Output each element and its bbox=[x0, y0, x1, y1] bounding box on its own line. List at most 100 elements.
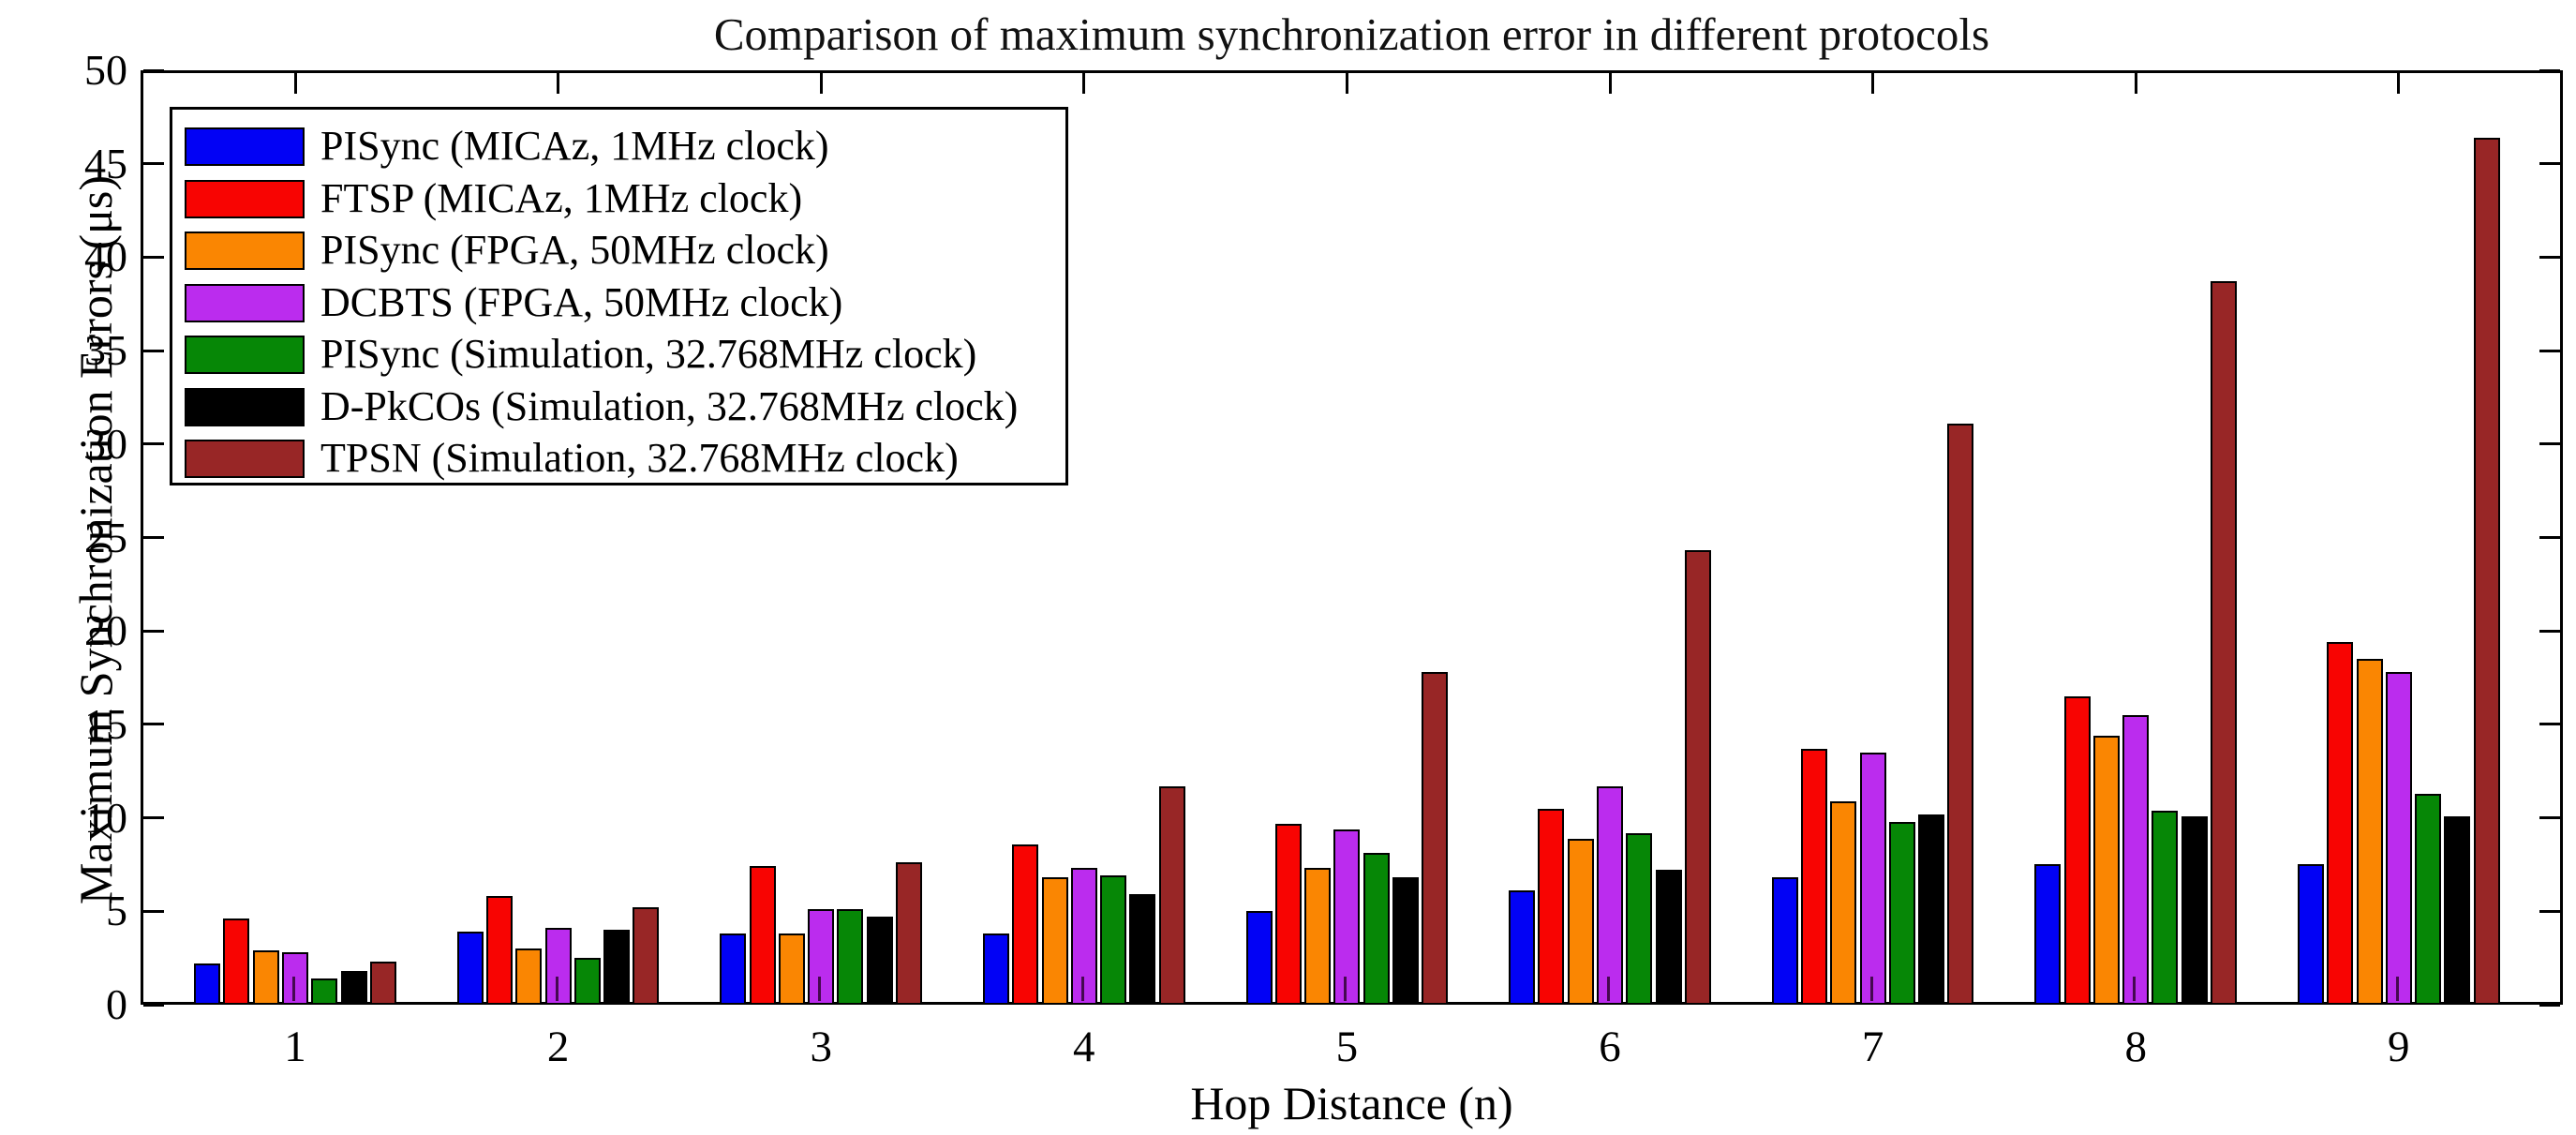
legend-label-dcbts-fpga: DCBTS (FPGA, 50MHz clock) bbox=[320, 278, 843, 325]
bar-inner-line bbox=[1607, 976, 1610, 1001]
x-tick-top bbox=[1345, 73, 1348, 94]
legend-swatch-pisync-sim bbox=[185, 336, 305, 374]
legend-label-dpkcos-sim: D-PkCOs (Simulation, 32.768MHz clock) bbox=[320, 382, 1019, 429]
bar-dpkcos-sim-hop2 bbox=[603, 930, 631, 1005]
bar-pisync-sim-hop1 bbox=[311, 978, 338, 1005]
y-tick-label: 25 bbox=[84, 513, 127, 561]
bar-pisync-micaz-hop6 bbox=[1509, 890, 1536, 1005]
y-tick-right bbox=[2539, 255, 2560, 259]
bar-dpkcos-sim-hop9 bbox=[2444, 815, 2471, 1005]
bar-pisync-micaz-hop3 bbox=[720, 933, 747, 1005]
x-tick-label: 2 bbox=[546, 1023, 570, 1071]
y-tick-left bbox=[143, 349, 164, 352]
bar-ftsp-micaz-hop1 bbox=[223, 918, 250, 1005]
bar-pisync-fpga-hop7 bbox=[1830, 800, 1857, 1005]
y-tick-label: 0 bbox=[106, 980, 127, 1028]
legend-row-ftsp-micaz: FTSP (MICAz, 1MHz clock) bbox=[172, 172, 1065, 225]
chart-title: Comparison of maximum synchronization er… bbox=[713, 8, 1990, 60]
bar-dpkcos-sim-hop8 bbox=[2181, 815, 2208, 1005]
bar-pisync-sim-hop2 bbox=[573, 958, 601, 1005]
bar-inner-line bbox=[292, 976, 295, 1001]
y-tick-left bbox=[143, 723, 164, 726]
bar-ftsp-micaz-hop4 bbox=[1012, 844, 1039, 1005]
legend-label-pisync-sim: PISync (Simulation, 32.768MHz clock) bbox=[320, 331, 977, 377]
legend-row-pisync-sim: PISync (Simulation, 32.768MHz clock) bbox=[172, 328, 1065, 381]
x-tick-top bbox=[557, 73, 560, 94]
legend-label-pisync-fpga: PISync (FPGA, 50MHz clock) bbox=[320, 227, 829, 273]
legend-label-tpsn-sim: TPSN (Simulation, 32.768MHz clock) bbox=[320, 435, 959, 481]
bar-pisync-micaz-hop9 bbox=[2297, 864, 2324, 1005]
bar-tpsn-sim-hop3 bbox=[896, 862, 923, 1005]
bar-tpsn-sim-hop1 bbox=[369, 962, 396, 1005]
bar-pisync-fpga-hop4 bbox=[1041, 877, 1068, 1005]
bar-dcbts-fpga-hop7 bbox=[1859, 752, 1886, 1005]
bar-pisync-fpga-hop2 bbox=[515, 948, 543, 1005]
x-tick-top bbox=[1082, 73, 1086, 94]
x-tick-top bbox=[1608, 73, 1612, 94]
bar-inner-line bbox=[1869, 976, 1873, 1001]
bar-ftsp-micaz-hop7 bbox=[1801, 748, 1828, 1005]
y-tick-left bbox=[143, 442, 164, 446]
y-tick-label: 50 bbox=[84, 46, 127, 94]
bar-pisync-fpga-hop9 bbox=[2356, 659, 2383, 1005]
x-tick-top bbox=[2397, 73, 2401, 94]
y-tick-label: 45 bbox=[84, 139, 127, 187]
bar-pisync-micaz-hop8 bbox=[2034, 864, 2062, 1005]
bar-dpkcos-sim-hop4 bbox=[1129, 894, 1156, 1005]
bar-tpsn-sim-hop8 bbox=[2211, 281, 2238, 1005]
y-tick-left bbox=[143, 255, 164, 259]
legend-swatch-tpsn-sim bbox=[185, 440, 305, 478]
x-tick-top bbox=[2134, 73, 2137, 94]
bar-dcbts-fpga-hop2 bbox=[544, 928, 572, 1005]
bar-tpsn-sim-hop4 bbox=[1158, 785, 1185, 1005]
y-tick-right bbox=[2539, 909, 2560, 913]
y-tick-right bbox=[2539, 442, 2560, 446]
y-tick-left bbox=[143, 629, 164, 633]
legend-swatch-pisync-micaz bbox=[185, 127, 305, 166]
bar-dcbts-fpga-hop6 bbox=[1597, 785, 1623, 1005]
bar-pisync-fpga-hop3 bbox=[778, 933, 805, 1005]
legend-row-tpsn-sim: TPSN (Simulation, 32.768MHz clock) bbox=[172, 432, 1065, 485]
legend-row-pisync-micaz: PISync (MICAz, 1MHz clock) bbox=[172, 120, 1065, 172]
y-tick-left bbox=[143, 162, 164, 166]
legend-swatch-pisync-fpga bbox=[185, 231, 305, 270]
x-tick-label: 4 bbox=[1073, 1023, 1095, 1071]
y-tick-label: 10 bbox=[84, 793, 127, 842]
x-tick-top bbox=[819, 73, 823, 94]
bar-dcbts-fpga-hop5 bbox=[1333, 829, 1361, 1005]
bar-dcbts-fpga-hop9 bbox=[2385, 672, 2412, 1005]
bar-pisync-micaz-hop2 bbox=[456, 932, 484, 1005]
y-tick-left bbox=[143, 68, 164, 72]
bar-ftsp-micaz-hop2 bbox=[486, 896, 514, 1005]
legend-swatch-ftsp-micaz bbox=[185, 179, 305, 218]
bar-tpsn-sim-hop2 bbox=[633, 907, 660, 1005]
y-tick-left bbox=[143, 816, 164, 820]
y-tick-right bbox=[2539, 723, 2560, 726]
bar-inner-line bbox=[1080, 976, 1084, 1001]
y-tick-right bbox=[2539, 536, 2560, 539]
legend-row-dpkcos-sim: D-PkCOs (Simulation, 32.768MHz clock) bbox=[172, 381, 1065, 433]
y-tick-right bbox=[2539, 68, 2560, 72]
bar-dpkcos-sim-hop1 bbox=[340, 971, 367, 1005]
bar-dpkcos-sim-hop7 bbox=[1918, 814, 1945, 1005]
legend-box: PISync (MICAz, 1MHz clock) FTSP (MICAz, 1… bbox=[170, 107, 1068, 485]
legend-row-pisync-fpga: PISync (FPGA, 50MHz clock) bbox=[172, 224, 1065, 276]
x-tick-label: 5 bbox=[1335, 1023, 1359, 1071]
bar-ftsp-micaz-hop9 bbox=[2327, 642, 2354, 1005]
x-tick-label: 9 bbox=[2388, 1023, 2410, 1071]
legend-swatch-dcbts-fpga bbox=[185, 283, 305, 322]
bar-ftsp-micaz-hop6 bbox=[1538, 808, 1565, 1005]
bar-pisync-micaz-hop5 bbox=[1245, 911, 1273, 1005]
bar-dpkcos-sim-hop6 bbox=[1655, 870, 1682, 1005]
bar-tpsn-sim-hop7 bbox=[1947, 423, 1974, 1005]
y-tick-right bbox=[2539, 162, 2560, 166]
bar-pisync-fpga-hop5 bbox=[1304, 868, 1332, 1005]
bar-pisync-micaz-hop7 bbox=[1771, 877, 1798, 1005]
bar-ftsp-micaz-hop8 bbox=[2063, 695, 2091, 1005]
bar-pisync-sim-hop4 bbox=[1100, 875, 1127, 1005]
bar-pisync-fpga-hop6 bbox=[1567, 838, 1594, 1005]
bar-dcbts-fpga-hop3 bbox=[808, 909, 835, 1005]
y-tick-left bbox=[143, 1003, 164, 1007]
x-axis-label: Hop Distance (n) bbox=[1190, 1077, 1513, 1129]
